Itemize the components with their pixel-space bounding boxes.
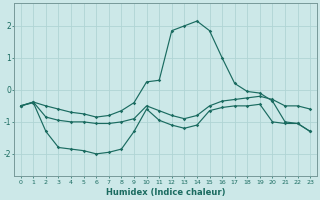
X-axis label: Humidex (Indice chaleur): Humidex (Indice chaleur) xyxy=(106,188,225,197)
